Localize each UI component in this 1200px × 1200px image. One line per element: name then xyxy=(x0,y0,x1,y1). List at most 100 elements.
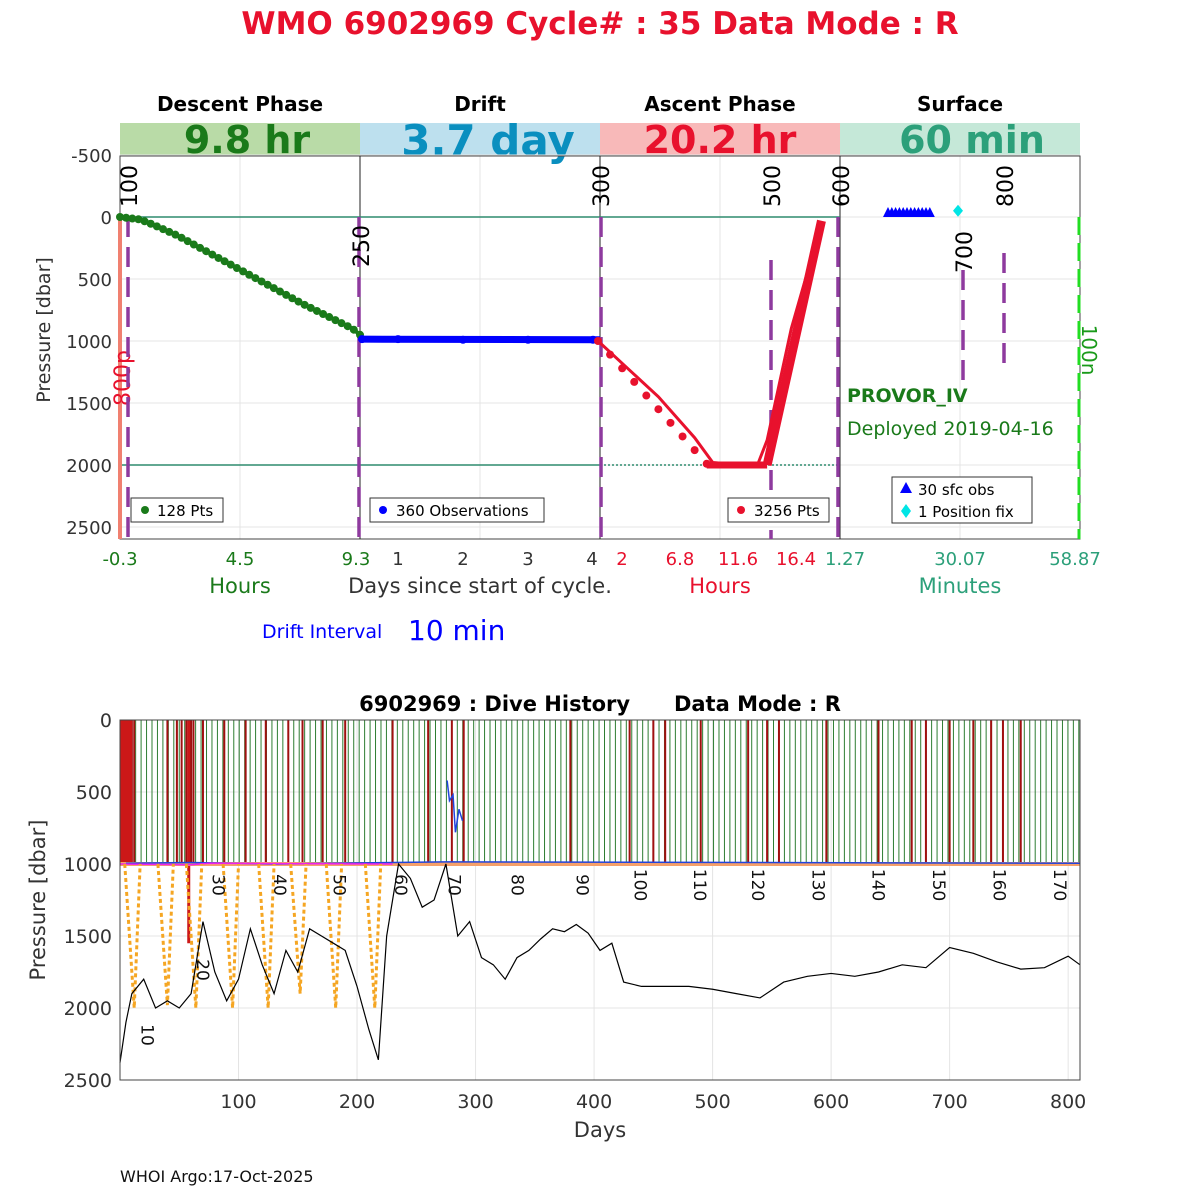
duration-box-ascent xyxy=(600,123,840,156)
cycle-label: 130 xyxy=(807,869,827,901)
cycle-label: 70 xyxy=(443,874,463,896)
ascent-point xyxy=(654,405,663,414)
descent-point xyxy=(269,284,278,293)
descent-point xyxy=(251,274,260,283)
drift-point xyxy=(524,335,532,344)
cycle-label: 110 xyxy=(689,869,709,901)
bottom-chart-title: 6902969 : Dive History Data Mode : R xyxy=(359,692,841,716)
ascent-point xyxy=(690,446,699,455)
cycle-label: 20 xyxy=(192,959,212,981)
descent-point xyxy=(202,247,211,256)
marker-label-700: 700 xyxy=(953,231,978,273)
deep-dive-trace xyxy=(123,863,142,1009)
bottom-pressure-line xyxy=(119,862,1081,1063)
descent-point xyxy=(337,319,346,328)
bottom-cycle-labels: 10 20 30 40 50 60 70 80 90 100 110 120 130 140 150 160 1… xyxy=(136,869,1069,1046)
cycle-label: 10 xyxy=(136,1024,156,1046)
cycle-label: 150 xyxy=(928,869,948,901)
cycle-label: 60 xyxy=(390,874,410,896)
xtick-surface-0: 1.27 xyxy=(825,549,865,570)
drift-interval-value: 10 min xyxy=(408,614,505,647)
marker-label-500: 500 xyxy=(761,165,786,207)
phase-title-surface: Surface xyxy=(917,92,1003,116)
descent-point xyxy=(183,237,192,246)
descent-point xyxy=(325,313,334,322)
bottom-chart: 6902969 : Dive History Data Mode : R 0 50… xyxy=(26,692,1086,1142)
legend-surface-marker xyxy=(900,482,912,493)
top-y-tick-label: 2500 xyxy=(66,518,112,539)
deep-dive-trace xyxy=(324,863,344,1009)
cycle-label: 170 xyxy=(1049,869,1069,901)
phase-title-ascent: Ascent Phase xyxy=(644,92,795,116)
bottom-axis-ticks: 0 500 1000 1500 2000 2500 100 200 300 400 500 600 70… xyxy=(64,710,1087,1113)
deep-dive-trace xyxy=(184,863,204,1009)
xtick-surface-1: 30.07 xyxy=(934,549,986,570)
descent-point xyxy=(257,277,266,286)
marker-label-250: 250 xyxy=(350,225,375,267)
ascent-dense-segment xyxy=(762,219,826,466)
drift-point xyxy=(394,335,402,344)
drift-excursion-trace xyxy=(446,780,464,833)
descent-point xyxy=(171,230,180,239)
deep-dive-trace xyxy=(257,863,276,1009)
ascent-line xyxy=(596,222,823,467)
xtick-surface-2: 58.87 xyxy=(1049,549,1101,570)
top-y-tick-label: 500 xyxy=(78,270,112,291)
descent-point xyxy=(177,233,186,242)
top-y-tick-label: 1500 xyxy=(66,394,112,415)
cycle-label: 120 xyxy=(747,869,767,901)
legend-surface: 30 sfc obs 1 Position fix xyxy=(891,476,1033,524)
marker-label-800: 800 xyxy=(994,165,1019,207)
xlabel-drift: Days since start of cycle. xyxy=(348,574,612,598)
cycle-label: 90 xyxy=(571,874,591,896)
descent-point xyxy=(263,280,272,289)
float-type: PROVOR_IV xyxy=(847,385,968,407)
xtick-ascent-3: 16.4 xyxy=(776,549,816,570)
legend-descent-label: 128 Pts xyxy=(157,502,213,520)
duration-box-descent xyxy=(120,123,360,156)
bottom-y-axis-label: Pressure [dbar] xyxy=(26,820,50,981)
descent-point xyxy=(239,267,248,276)
xlabel-surface: Minutes xyxy=(919,574,1002,598)
marker-label-600: 600 xyxy=(830,165,855,207)
descent-point xyxy=(165,227,174,236)
xlabel-descent: Hours xyxy=(209,574,271,598)
top-y-ticks: -500 0 500 1000 1500 2000 2500 xyxy=(66,146,112,539)
ascent-point xyxy=(630,377,639,386)
descent-point xyxy=(294,297,303,306)
marker-label-300: 300 xyxy=(590,165,615,207)
bottom-x-tick-label: 300 xyxy=(457,1091,493,1113)
drift-point xyxy=(358,335,366,344)
xtick-ascent-0: 2 xyxy=(616,549,627,570)
top-y-tick-label: 2000 xyxy=(66,456,112,477)
descent-point xyxy=(146,219,155,228)
bottom-x-tick-label: 600 xyxy=(813,1091,849,1113)
xtick-drift-2: 3 xyxy=(522,549,533,570)
descent-point xyxy=(343,322,352,331)
xlabel-ascent: Hours xyxy=(689,574,751,598)
bottom-y-tick-label: 1500 xyxy=(64,926,112,948)
deep-dive-trace xyxy=(289,863,308,994)
xtick-ascent-1: 6.8 xyxy=(666,549,695,570)
cycle-label: 80 xyxy=(506,874,526,896)
cycle-label: 140 xyxy=(868,869,888,901)
descent-point xyxy=(116,213,124,221)
ascent-point xyxy=(678,432,687,441)
position-fix-point xyxy=(953,204,963,217)
legend-drift-marker xyxy=(379,506,387,514)
ascent-point xyxy=(606,350,615,359)
page-title: WMO 6902969 Cycle# : 35 Data Mode : R xyxy=(241,6,958,42)
descent-point xyxy=(288,294,297,303)
deployed-date: Deployed 2019-04-16 xyxy=(847,418,1054,440)
bottom-x-tick-label: 400 xyxy=(576,1091,612,1113)
descent-point xyxy=(300,300,309,309)
xtick-drift-3: 4 xyxy=(586,549,597,570)
cycle-label: 40 xyxy=(269,874,289,896)
ascent-point xyxy=(702,459,711,468)
descent-point xyxy=(220,257,229,266)
descent-point xyxy=(331,316,340,325)
descent-point xyxy=(312,306,321,315)
bottom-x-tick-label: 100 xyxy=(220,1091,256,1113)
descent-point xyxy=(276,287,284,296)
left-salmon-bar xyxy=(118,217,122,539)
